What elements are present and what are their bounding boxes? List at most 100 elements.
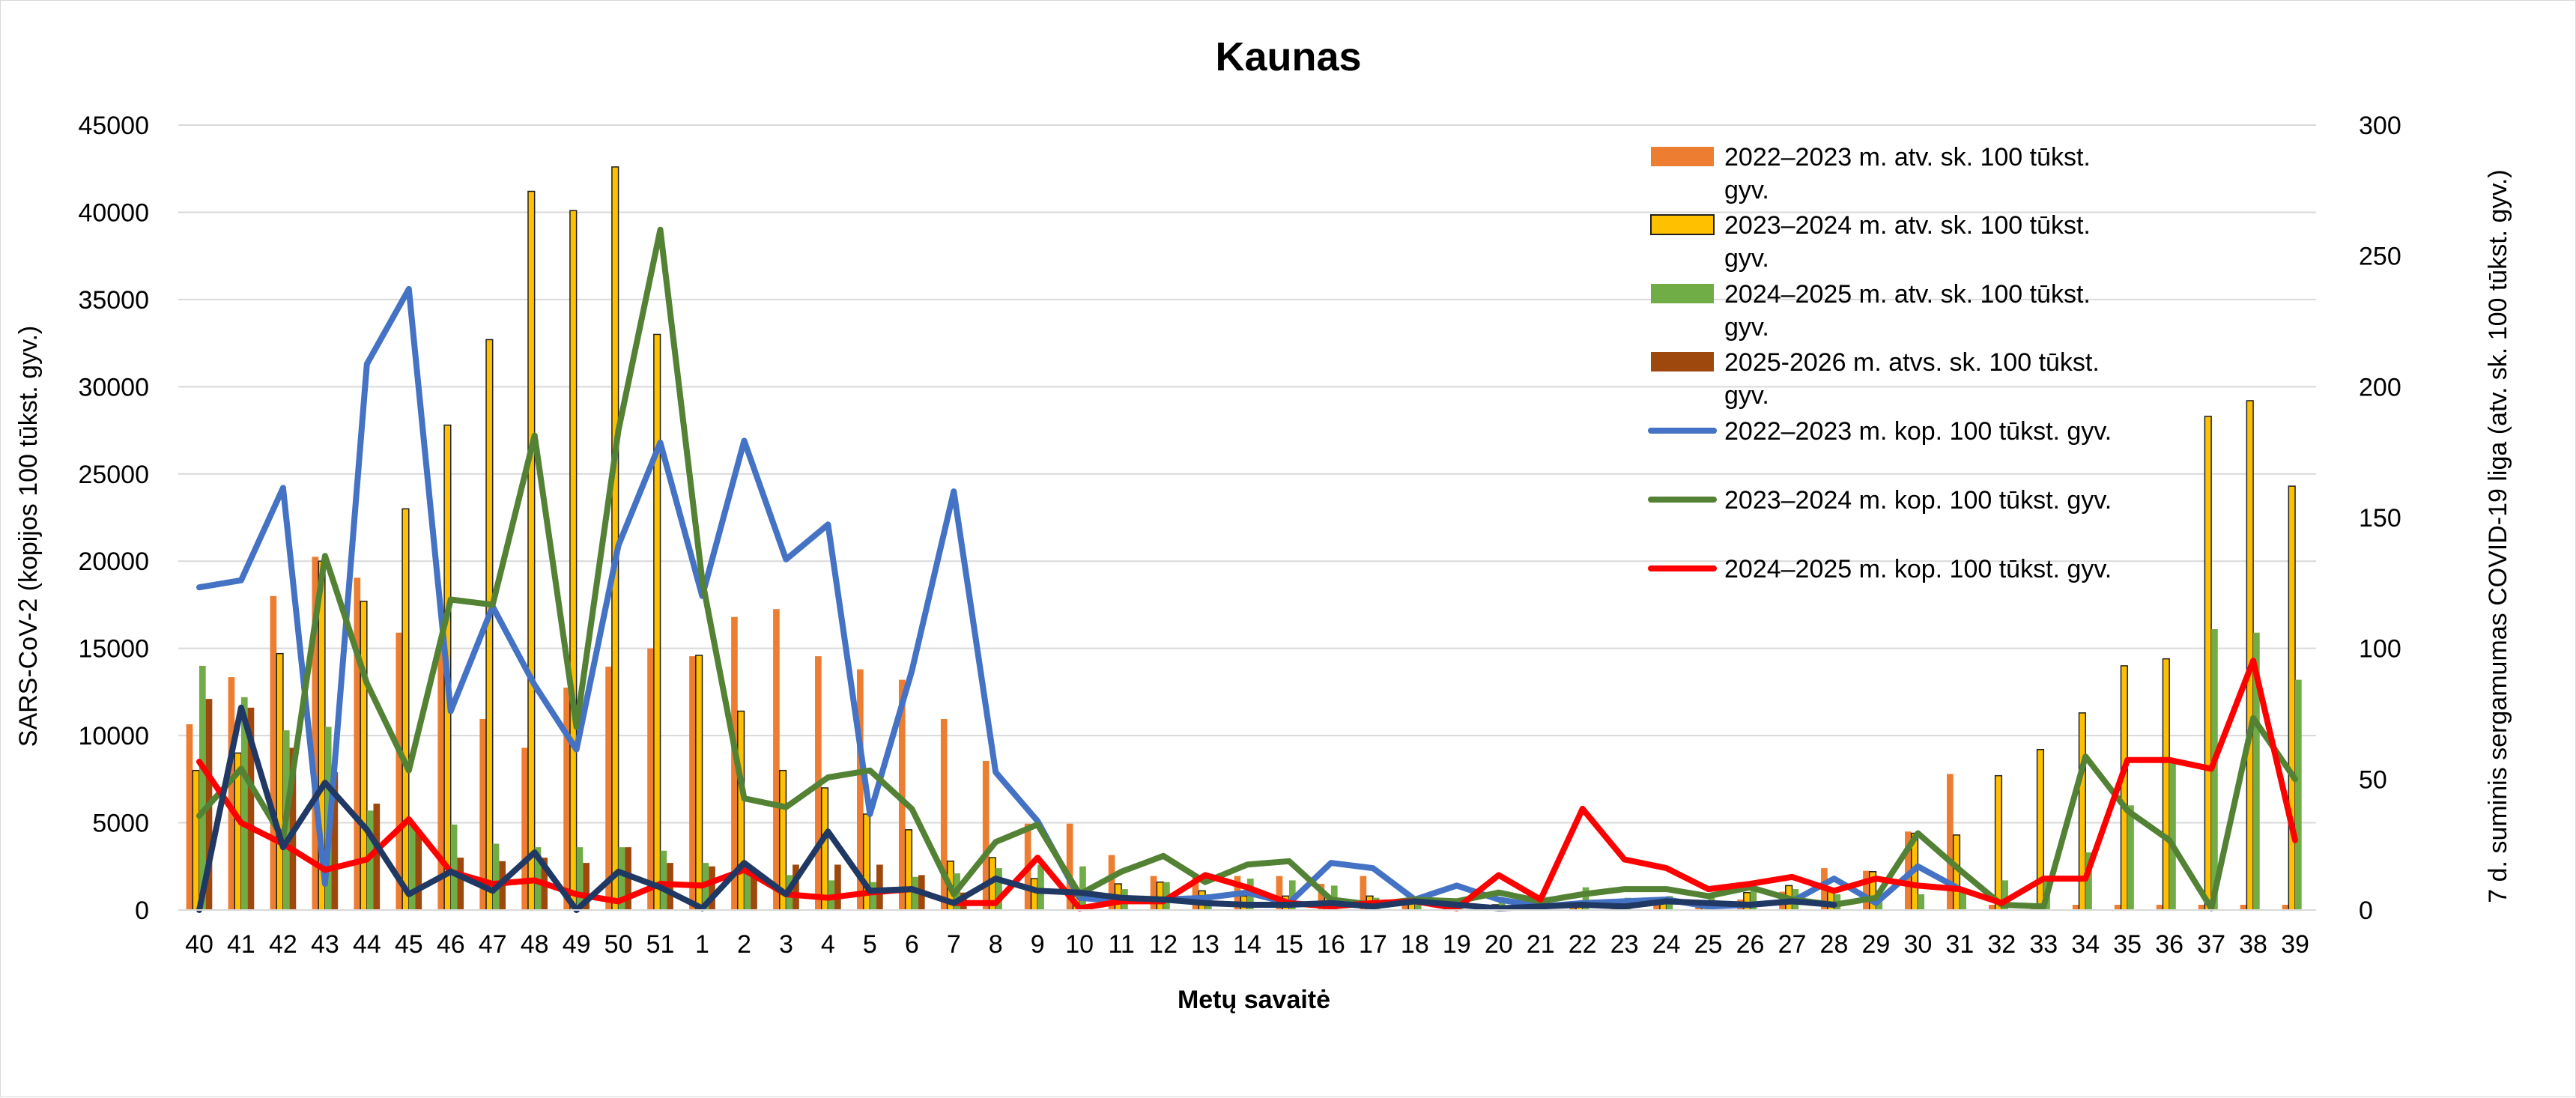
x-tick-label: 43 [311, 930, 339, 959]
bar [1946, 774, 1954, 910]
bar [618, 847, 625, 910]
bar [912, 876, 918, 910]
bar [1994, 774, 2003, 911]
x-tick-label: 23 [1610, 930, 1639, 959]
bar [709, 866, 715, 910]
x-tick-label: 30 [1903, 930, 1932, 959]
y2-axis-label: 7 d. suminis sergamumas COVID-19 liga (a… [2484, 169, 2512, 903]
bar [1066, 823, 1073, 910]
bar [198, 665, 206, 910]
bar [527, 190, 536, 911]
bar [731, 616, 738, 910]
y-tick-label: 20000 [78, 548, 149, 576]
bar [1905, 831, 1912, 910]
bar [240, 697, 248, 910]
bar [2001, 880, 2008, 910]
bar [373, 803, 381, 910]
legend-swatch [1651, 147, 1714, 166]
bar [583, 863, 590, 910]
legend-label: 2022–2023 m. atv. sk. 100 tūkst. gyv. [1724, 143, 2091, 204]
bar [1288, 880, 1296, 910]
y2-tick-label: 50 [2359, 765, 2387, 794]
x-tick-label: 35 [2113, 930, 2142, 959]
bar [1750, 887, 1757, 910]
y-tick-label: 0 [135, 897, 149, 925]
bar [2127, 805, 2134, 910]
bar [396, 632, 403, 910]
bar [492, 843, 500, 910]
series-line [196, 285, 1963, 910]
bars [186, 166, 2302, 911]
bar [625, 847, 631, 910]
bar [689, 656, 696, 910]
bar [479, 718, 487, 910]
x-tick-label: 20 [1485, 930, 1513, 959]
bar [276, 652, 284, 911]
x-tick-label: 47 [479, 930, 507, 959]
bar [2072, 905, 2079, 910]
y2-tick-label: 150 [2359, 504, 2401, 533]
bar [820, 787, 829, 911]
bar [2253, 632, 2260, 910]
bar [1108, 855, 1115, 910]
x-tick-label: 7 [947, 930, 961, 959]
bar [695, 655, 703, 911]
bar [1988, 905, 1995, 910]
x-tick-label: 48 [521, 930, 549, 959]
x-tick-label: 44 [353, 930, 381, 959]
y2-tick-label: 200 [2359, 373, 2401, 401]
bar [793, 864, 799, 910]
bar [1960, 889, 1967, 910]
legend-label: 2022–2023 m. kop. 100 tūkst. gyv. [1724, 417, 2112, 446]
bar [660, 850, 667, 910]
y2-tick-label: 250 [2359, 243, 2401, 271]
bar [408, 824, 416, 910]
bar [450, 824, 458, 910]
x-tick-label: 13 [1191, 930, 1219, 959]
legend-label: 2023–2024 m. atv. sk. 100 tūkst. gyv. [1724, 211, 2091, 273]
y2-tick-label: 0 [2359, 897, 2373, 925]
x-tick-label: 9 [1031, 930, 1045, 959]
bar [521, 747, 528, 910]
x-tick-label: 14 [1233, 930, 1261, 959]
x-tick-label: 33 [2029, 930, 2058, 959]
bar [2288, 485, 2296, 911]
bar [2156, 905, 2163, 910]
x-tick-label: 42 [269, 930, 297, 959]
y-tick-label: 45000 [78, 112, 149, 140]
bar [228, 677, 235, 910]
x-tick-label: 15 [1275, 930, 1303, 959]
bar [270, 595, 277, 910]
x-tick-label: 40 [185, 930, 213, 959]
x-tick-label: 45 [395, 930, 423, 959]
bar [898, 679, 906, 910]
x-tick-label: 46 [437, 930, 465, 959]
x-tick-label: 31 [1945, 930, 1974, 959]
bar [437, 643, 445, 910]
bar [192, 769, 200, 911]
bar [2204, 416, 2212, 911]
legend-swatch [1651, 284, 1714, 303]
y-tick-label: 5000 [92, 810, 149, 838]
bar [751, 870, 757, 910]
legend: 2022–2023 m. atv. sk. 100 tūkst. gyv. 2023… [1648, 143, 2112, 583]
bar [773, 609, 780, 910]
y-tick-label: 40000 [78, 198, 149, 227]
series-line [196, 704, 1837, 913]
bar [904, 829, 913, 911]
y2-tick-label: 100 [2359, 635, 2401, 664]
x-tick-label: 11 [1108, 930, 1134, 959]
x-tick-label: 5 [863, 930, 877, 959]
bar [569, 210, 578, 911]
bar [186, 724, 193, 910]
x-tick-label: 29 [1861, 930, 1890, 959]
chart-title: Kaunas [1215, 34, 1361, 79]
x-tick-label: 50 [604, 930, 633, 959]
bar [2036, 748, 2045, 911]
bar [1030, 878, 1038, 911]
bar [1192, 876, 1199, 910]
bar [1156, 881, 1164, 911]
x-tick-label: 41 [227, 930, 255, 959]
x-tick-label: 19 [1443, 930, 1471, 959]
